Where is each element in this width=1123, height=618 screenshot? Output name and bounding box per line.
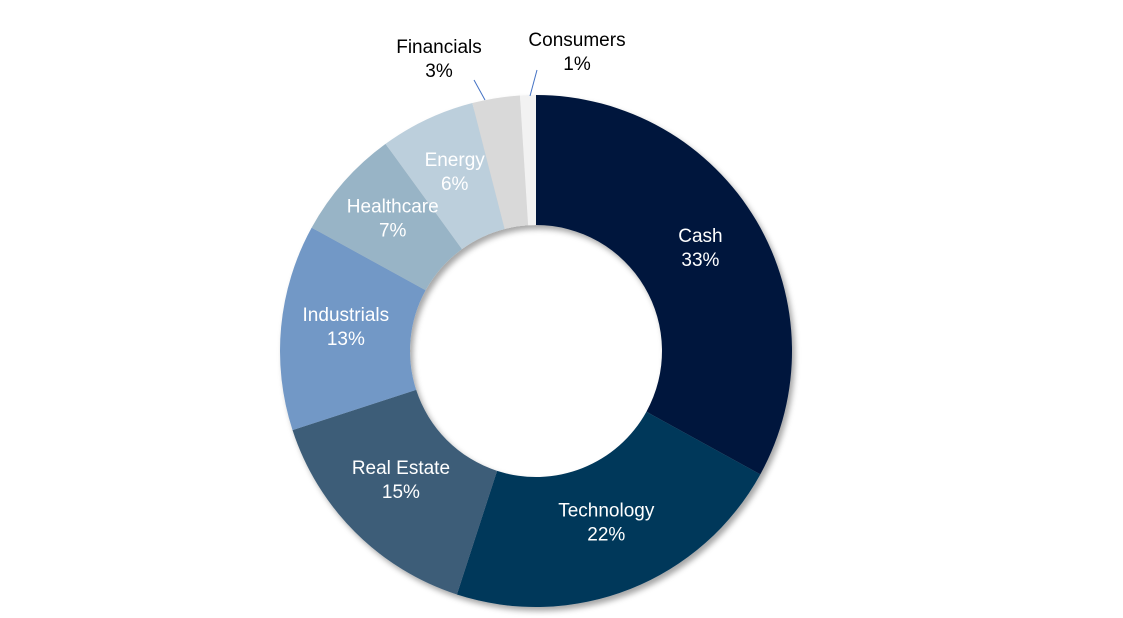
category-label: Healthcare xyxy=(347,197,439,218)
value-label: 7% xyxy=(379,221,407,242)
data-label-energy: Energy 6% xyxy=(425,150,486,195)
slice-real-estate xyxy=(292,389,498,595)
slice-technology xyxy=(456,411,761,607)
category-label: Consumers xyxy=(528,30,625,51)
slice-healthcare xyxy=(311,143,462,291)
slice-industrials xyxy=(280,227,426,431)
slice-energy xyxy=(385,103,505,250)
donut-slices xyxy=(280,95,792,607)
data-label-healthcare: Healthcare 7% xyxy=(347,197,439,242)
data-label-technology: Technology 22% xyxy=(558,501,655,546)
data-label-real-estate: Real Estate 15% xyxy=(352,458,450,503)
category-label: Energy xyxy=(425,150,486,171)
value-label: 33% xyxy=(681,250,719,271)
value-label: 6% xyxy=(441,174,469,195)
category-label: Financials xyxy=(396,37,482,58)
value-label: 1% xyxy=(563,54,591,75)
slice-financials xyxy=(472,95,529,229)
data-label-industrials: Industrials 13% xyxy=(303,305,390,350)
leader-line-financials xyxy=(473,79,486,101)
data-label-financials: Financials 3% xyxy=(396,37,482,82)
category-label: Technology xyxy=(558,501,655,522)
data-label-cash: Cash 33% xyxy=(678,226,722,271)
category-label: Industrials xyxy=(303,305,390,326)
category-label: Cash xyxy=(678,226,722,247)
data-label-consumers: Consumers 1% xyxy=(528,30,625,75)
slice-labels: Cash 33% Technology 22% Real Estate 15% Indust… xyxy=(303,30,723,546)
value-label: 15% xyxy=(382,482,420,503)
slice-consumers xyxy=(519,95,536,226)
leader-lines xyxy=(473,69,538,101)
value-label: 3% xyxy=(425,61,453,82)
category-label: Real Estate xyxy=(352,458,450,479)
value-label: 13% xyxy=(327,329,365,350)
slice-cash xyxy=(536,95,792,475)
value-label: 22% xyxy=(587,525,625,546)
leader-line-consumers xyxy=(529,69,538,97)
